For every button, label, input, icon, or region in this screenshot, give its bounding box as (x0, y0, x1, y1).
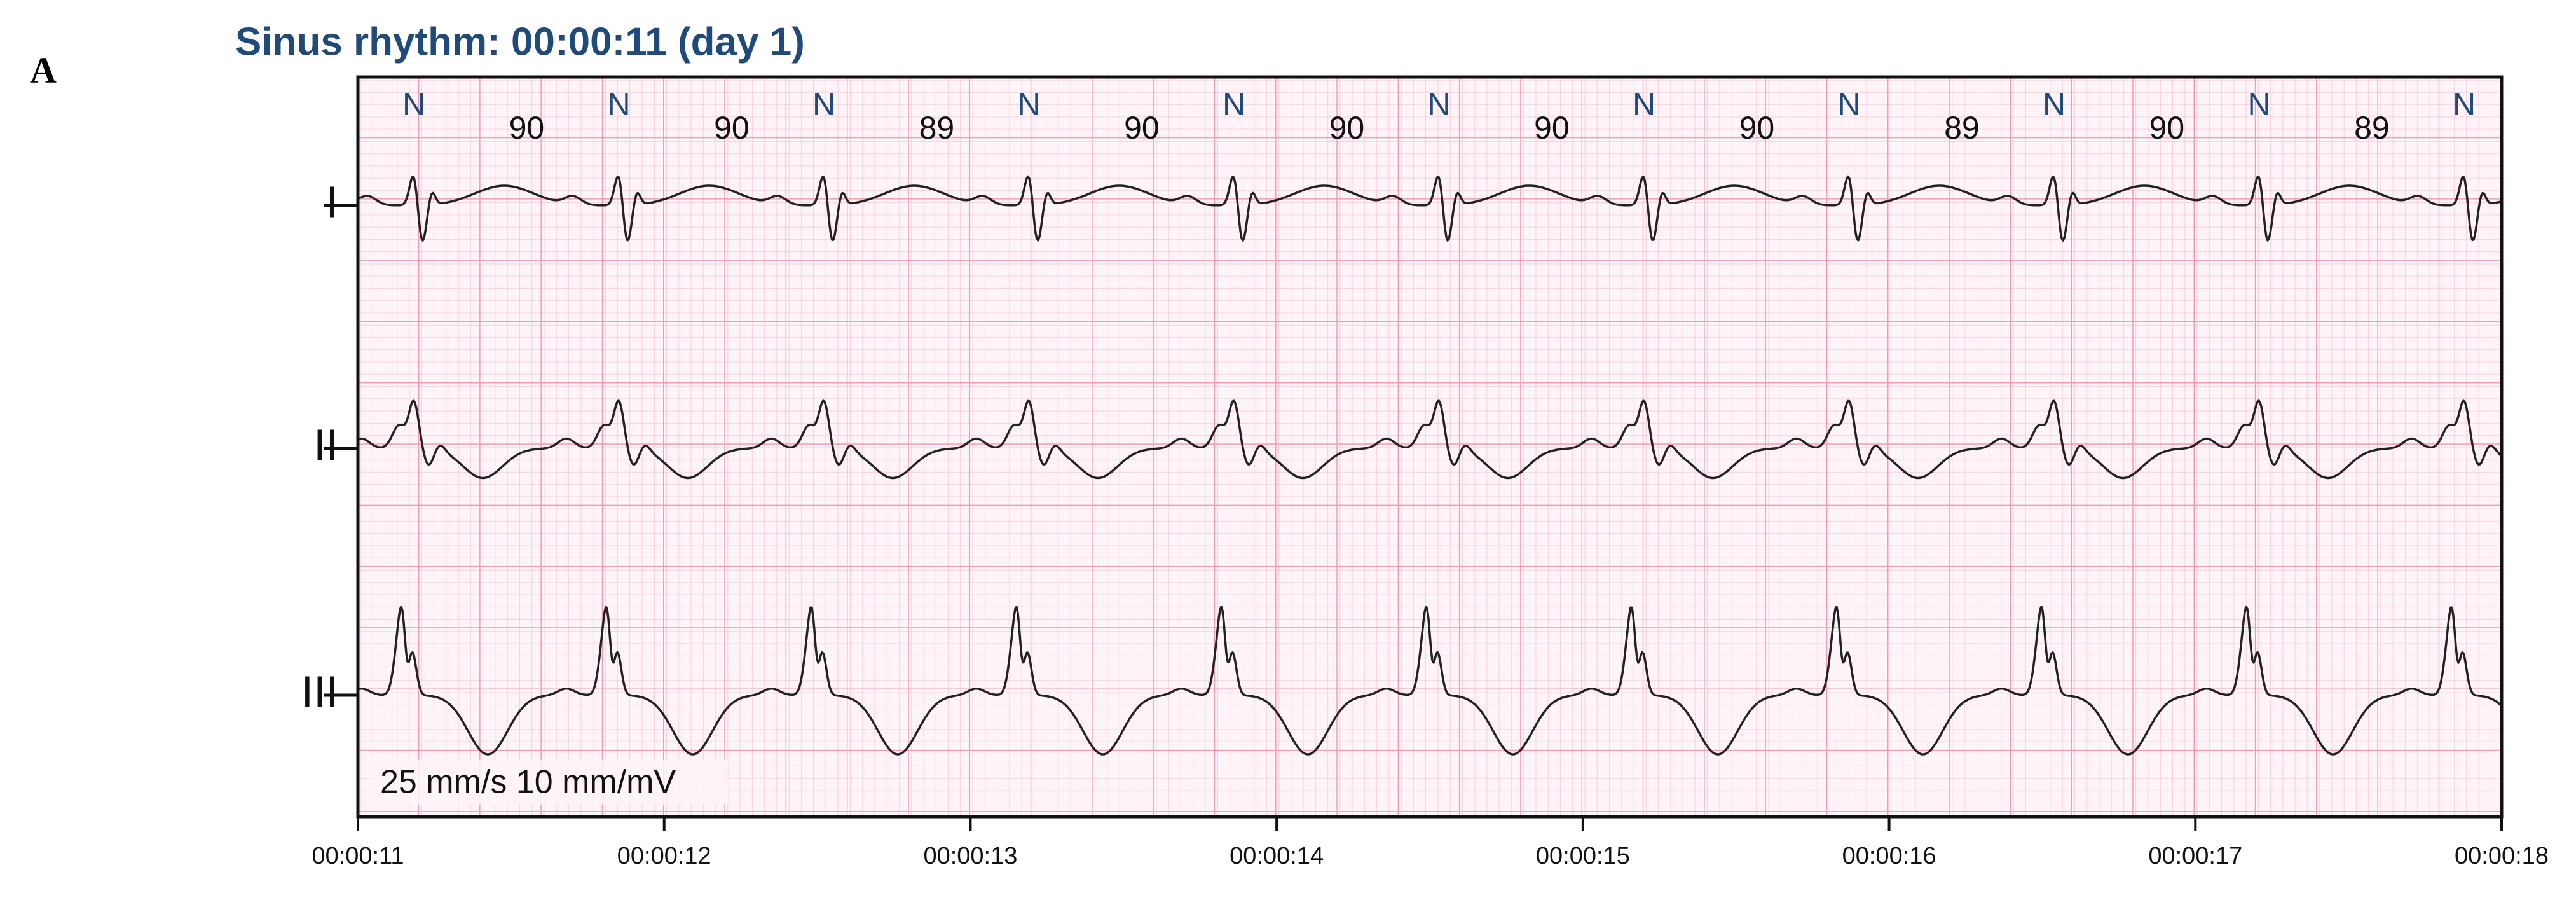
heart-rate: 89 (919, 110, 955, 146)
beat-label: N (1633, 87, 1655, 122)
beat-label: N (1223, 87, 1245, 122)
time-tick-label: 00:00:14 (1230, 843, 1324, 869)
beat-label: N (2247, 87, 2270, 122)
ecg-trace (358, 399, 2502, 480)
heart-rate: 90 (1329, 110, 1365, 146)
ecg-grid (358, 77, 2502, 817)
panel-label: A (30, 49, 57, 90)
heart-rate: 89 (1944, 110, 1980, 146)
lead-label: II (313, 420, 338, 469)
heart-rate: 90 (2149, 110, 2185, 146)
time-tick-label: 00:00:18 (2455, 843, 2549, 869)
time-tick-label: 00:00:17 (2148, 843, 2242, 869)
time-tick-label: 00:00:15 (1536, 843, 1630, 869)
time-tick-label: 00:00:13 (923, 843, 1017, 869)
heart-rate: 90 (1534, 110, 1570, 146)
ecg-trace (358, 175, 2502, 242)
heart-rate: 89 (2354, 110, 2390, 146)
lead-label: I (326, 177, 338, 226)
heart-rate: 90 (1124, 110, 1160, 146)
beat-label: N (1427, 87, 1450, 122)
heart-rate: 90 (714, 110, 750, 146)
beat-label: N (812, 87, 835, 122)
time-tick-label: 00:00:12 (617, 843, 711, 869)
time-tick-label: 00:00:16 (1842, 843, 1936, 869)
beat-label: N (1837, 87, 1860, 122)
calibration: 25 mm/s 10 mm/mV (380, 764, 676, 801)
heart-rate: 90 (509, 110, 545, 146)
calibration-bg (372, 760, 728, 805)
time-tick-label: 00:00:11 (312, 843, 404, 869)
ecg-trace (358, 606, 2502, 756)
lead-label: III (301, 667, 338, 716)
beat-label: N (2453, 87, 2476, 122)
beat-label: N (1017, 87, 1040, 122)
beat-label: N (2043, 87, 2066, 122)
beat-label: N (607, 87, 630, 122)
traces (358, 175, 2502, 756)
beat-label: N (402, 87, 425, 122)
heart-rate: 90 (1739, 110, 1775, 146)
title: Sinus rhythm: 00:00:11 (day 1) (235, 20, 805, 64)
